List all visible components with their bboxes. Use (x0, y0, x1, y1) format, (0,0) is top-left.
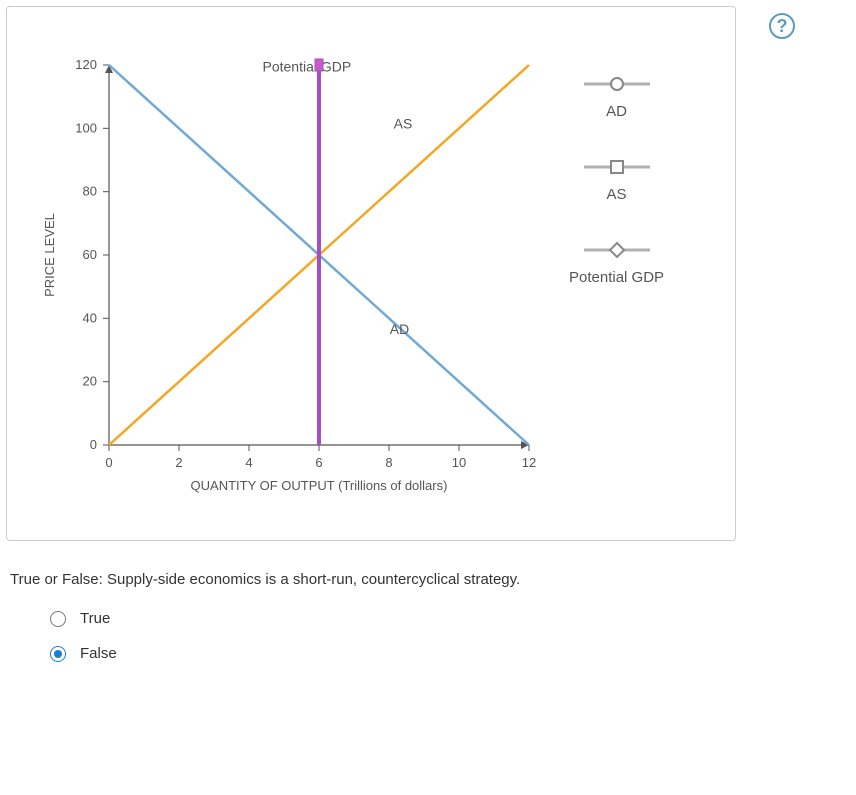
legend-entry-ad[interactable]: AD (569, 75, 664, 120)
radio-option-false[interactable]: False (50, 645, 856, 662)
potential-annotation: Potential GDP (263, 58, 352, 74)
y-tick-label: 0 (90, 437, 97, 452)
x-tick-label: 2 (175, 455, 182, 470)
x-tick-label: 4 (245, 455, 252, 470)
legend-label: AS (569, 186, 664, 203)
x-tick-label: 8 (385, 455, 392, 470)
x-tick-label: 10 (452, 455, 466, 470)
potential-gdp-handle[interactable] (315, 59, 323, 71)
chart-wrap: 024681012020406080100120QUANTITY OF OUTP… (19, 15, 723, 520)
legend-entry-potential-gdp[interactable]: Potential GDP (569, 241, 664, 286)
y-tick-label: 100 (75, 120, 97, 135)
legend-marker-circle-icon (582, 75, 652, 93)
x-tick-label: 6 (315, 455, 322, 470)
x-axis-label: QUANTITY OF OUTPUT (Trillions of dollars… (191, 478, 448, 493)
radio-selected-icon[interactable] (50, 646, 66, 662)
radio-option-true[interactable]: True (50, 610, 856, 627)
y-axis-label: PRICE LEVEL (42, 213, 57, 297)
legend-entry-as[interactable]: AS (569, 158, 664, 203)
radio-label: False (80, 645, 117, 662)
y-tick-label: 40 (83, 310, 97, 325)
radio-label: True (80, 610, 110, 627)
legend: AD AS Potential GDP (549, 15, 664, 324)
x-tick-label: 0 (105, 455, 112, 470)
help-icon[interactable]: ? (769, 13, 795, 39)
chart-panel: ? 024681012020406080100120QUANTITY OF OU… (6, 6, 736, 541)
chart-area: 024681012020406080100120QUANTITY OF OUTP… (19, 15, 549, 520)
y-tick-label: 20 (83, 374, 97, 389)
ad-annotation: AD (390, 321, 409, 337)
y-tick-label: 60 (83, 247, 97, 262)
x-tick-label: 12 (522, 455, 536, 470)
question-block: True or False: Supply-side economics is … (10, 571, 856, 662)
legend-marker-square-icon (582, 158, 652, 176)
y-tick-label: 80 (83, 184, 97, 199)
question-prompt: True or False: Supply-side economics is … (10, 571, 856, 588)
radio-unselected-icon[interactable] (50, 611, 66, 627)
chart-svg: 024681012020406080100120QUANTITY OF OUTP… (19, 15, 549, 515)
legend-label: AD (569, 103, 664, 120)
radio-group: True False (10, 610, 856, 662)
legend-marker-diamond-icon (582, 241, 652, 259)
legend-label: Potential GDP (569, 269, 664, 286)
as-annotation: AS (394, 115, 413, 131)
y-tick-label: 120 (75, 57, 97, 72)
